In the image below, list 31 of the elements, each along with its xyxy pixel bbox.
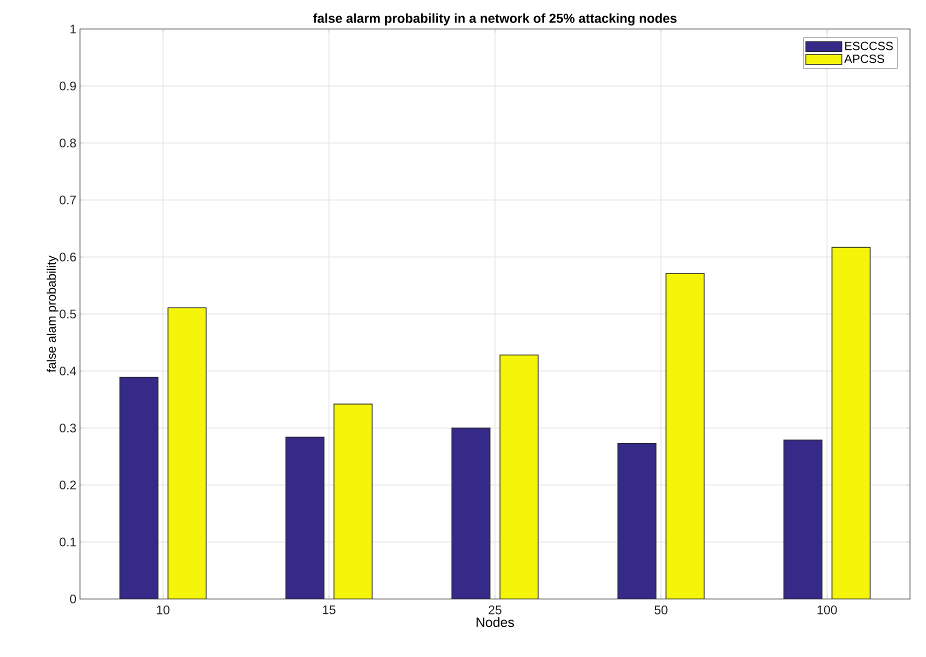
bar (666, 273, 705, 599)
y-tick-label: 1 (70, 24, 76, 34)
bar (832, 246, 871, 599)
y-tick-label: 0.3 (60, 424, 76, 432)
bar (285, 436, 324, 599)
legend-label: ESCCSS (845, 42, 893, 50)
x-tick-label: 50 (654, 606, 668, 614)
y-axis-title: false alam probability (46, 256, 58, 372)
x-axis-title: Nodes (476, 617, 514, 628)
y-tick-label: 0.8 (60, 138, 76, 148)
bar (334, 404, 373, 599)
bar (119, 376, 158, 599)
bar (617, 442, 656, 599)
y-tick-label: 0.5 (60, 310, 76, 318)
bar (168, 307, 207, 599)
y-tick-label: 0.4 (60, 366, 76, 376)
x-tick-label: 15 (323, 606, 336, 614)
y-tick-label: 0.2 (60, 480, 76, 490)
legend-label: APCSS (844, 54, 884, 64)
y-tick-label: 0 (70, 594, 76, 604)
y-tick-label: 0.1 (60, 538, 76, 546)
bar (451, 428, 490, 599)
y-tick-label: 0.7 (60, 196, 76, 204)
x-tick-label: 100 (818, 606, 837, 614)
bar (500, 354, 539, 599)
x-tick-label: 10 (157, 606, 170, 614)
bar (783, 440, 822, 599)
y-tick-label: 0.6 (60, 252, 76, 262)
chart-title: false alarm probability in a network of 25% attacking nodes (313, 13, 677, 26)
x-tick-label: 25 (488, 606, 502, 614)
y-tick-label: 0.9 (60, 82, 76, 90)
